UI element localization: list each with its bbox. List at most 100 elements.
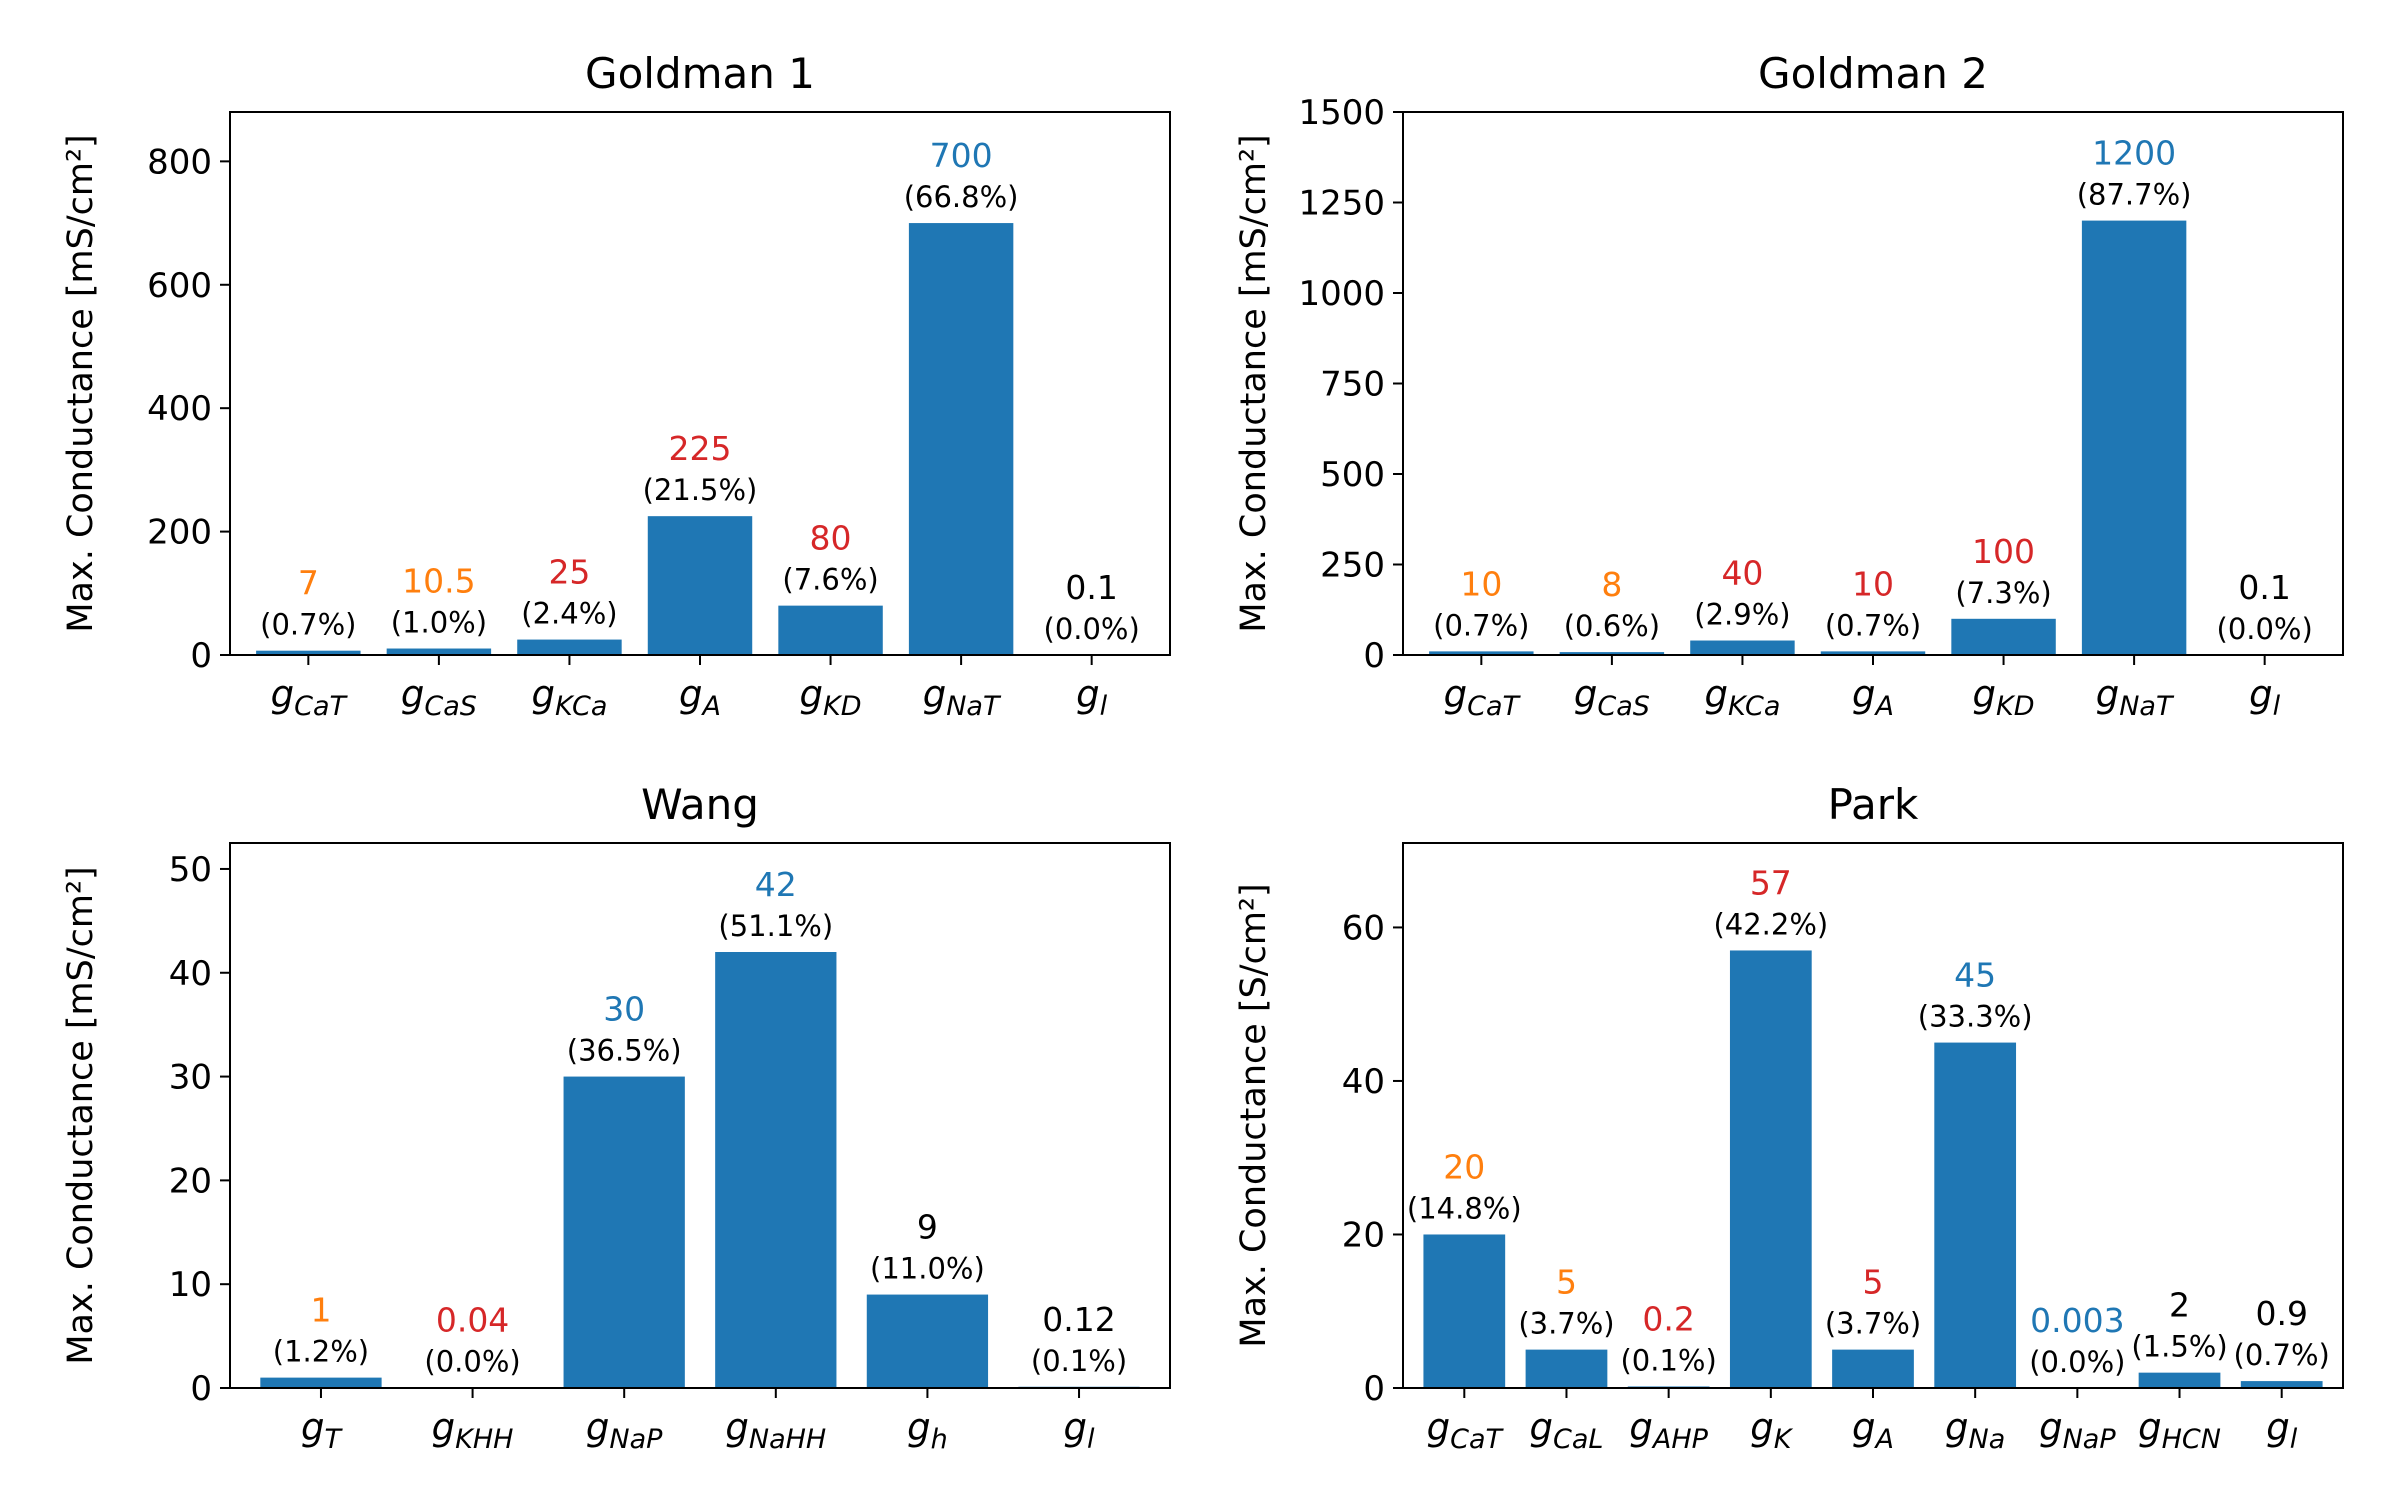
value-label: 10 bbox=[1460, 564, 1502, 603]
y-tick-label: 40 bbox=[1342, 1062, 1385, 1102]
bar bbox=[1820, 651, 1926, 655]
x-tick-subscript: KCa bbox=[555, 691, 607, 722]
bar bbox=[1951, 618, 2056, 655]
x-tick-label: gNaP bbox=[586, 1406, 663, 1455]
percent-label: (66.8%) bbox=[904, 180, 1019, 214]
x-tick-subscript: CaT bbox=[294, 691, 348, 722]
x-tick-subscript: CaL bbox=[1553, 1424, 1603, 1455]
percent-label: (2.9%) bbox=[1694, 598, 1790, 632]
y-tick-label: 600 bbox=[147, 266, 212, 306]
x-tick-label: gKD bbox=[800, 673, 862, 722]
x-tick-label: gCaT bbox=[1427, 1406, 1505, 1455]
x-tick-label: gNaT bbox=[2096, 673, 2175, 722]
x-tick-base: g bbox=[1530, 1406, 1554, 1449]
bar bbox=[715, 952, 837, 1388]
y-tick-label: 200 bbox=[147, 513, 212, 553]
x-tick-base: g bbox=[679, 673, 703, 716]
bar bbox=[647, 516, 753, 655]
x-tick-label: gKCa bbox=[1704, 673, 1780, 722]
bar bbox=[517, 639, 622, 655]
bar bbox=[1690, 640, 1795, 655]
bar bbox=[2081, 220, 2187, 655]
x-tick-label: gl bbox=[1064, 1406, 1096, 1455]
y-tick-label: 0 bbox=[1363, 1369, 1385, 1409]
percent-label: (14.8%) bbox=[1407, 1191, 1522, 1225]
x-tick-base: g bbox=[907, 1406, 931, 1449]
percent-label: (21.5%) bbox=[643, 473, 758, 507]
value-label: 5 bbox=[1863, 1263, 1884, 1302]
x-tick-base: g bbox=[301, 1406, 325, 1449]
x-tick-label: gNa bbox=[1945, 1406, 2005, 1455]
x-tick-base: g bbox=[1945, 1406, 1969, 1449]
percent-label: (0.6%) bbox=[1564, 609, 1660, 643]
y-tick-label: 20 bbox=[1342, 1215, 1385, 1255]
percent-label: (7.3%) bbox=[1955, 576, 2051, 610]
percent-label: (0.7%) bbox=[2234, 1338, 2330, 1372]
percent-label: (0.7%) bbox=[1825, 608, 1921, 642]
percent-label: (3.7%) bbox=[1518, 1307, 1614, 1341]
bar bbox=[1832, 1349, 1914, 1388]
percent-label: (7.6%) bbox=[782, 563, 878, 597]
y-axis-label: Max. Conductance [mS/cm²] bbox=[61, 134, 101, 632]
bar bbox=[260, 1377, 382, 1388]
percent-label: (0.7%) bbox=[1433, 608, 1529, 642]
value-label: 45 bbox=[1954, 956, 1996, 995]
percent-label: (36.5%) bbox=[567, 1034, 682, 1068]
bar bbox=[386, 648, 492, 655]
x-tick-subscript: KD bbox=[1996, 691, 2035, 722]
y-tick-label: 750 bbox=[1320, 365, 1385, 405]
value-label: 30 bbox=[603, 990, 645, 1029]
x-tick-subscript: l bbox=[1100, 691, 1108, 722]
x-tick-base: g bbox=[1973, 673, 1997, 716]
x-tick-base: g bbox=[1427, 1406, 1451, 1449]
percent-label: (11.0%) bbox=[870, 1252, 985, 1286]
chart-title: Goldman 1 bbox=[585, 49, 815, 98]
value-label: 25 bbox=[548, 553, 590, 592]
percent-label: (0.0%) bbox=[424, 1345, 520, 1379]
x-tick-base: g bbox=[1574, 673, 1598, 716]
x-tick-subscript: A bbox=[1874, 691, 1894, 722]
x-tick-subscript: l bbox=[2290, 1424, 2298, 1455]
y-tick-label: 1500 bbox=[1298, 93, 1385, 133]
value-label: 80 bbox=[810, 519, 852, 558]
x-tick-subscript: CaT bbox=[1450, 1424, 1504, 1455]
x-tick-subscript: KD bbox=[823, 691, 862, 722]
x-tick-label: gKD bbox=[1973, 673, 2035, 722]
y-tick-label: 500 bbox=[1320, 455, 1385, 495]
x-tick-subscript: T bbox=[324, 1424, 343, 1455]
y-tick-label: 800 bbox=[147, 142, 212, 182]
value-label: 7 bbox=[298, 564, 319, 603]
value-label: 700 bbox=[930, 136, 993, 175]
x-tick-label: gHCN bbox=[2138, 1406, 2221, 1455]
value-label: 0.1 bbox=[2238, 568, 2290, 607]
x-tick-base: g bbox=[1064, 1406, 1088, 1449]
axes-frame bbox=[229, 842, 1171, 1389]
x-tick-subscript: l bbox=[2273, 691, 2281, 722]
bar bbox=[1729, 950, 1812, 1388]
value-label: 42 bbox=[755, 865, 797, 904]
x-tick-base: g bbox=[1852, 673, 1876, 716]
x-tick-label: gA bbox=[679, 673, 721, 722]
x-tick-base: g bbox=[725, 1406, 749, 1449]
chart-title: Park bbox=[1828, 780, 1919, 829]
bar bbox=[1423, 1234, 1506, 1388]
x-tick-label: gl bbox=[2266, 1406, 2298, 1455]
y-tick-label: 250 bbox=[1320, 546, 1385, 586]
y-tick-label: 30 bbox=[169, 1058, 212, 1098]
bar bbox=[866, 1294, 989, 1388]
x-tick-label: gCaS bbox=[401, 673, 477, 722]
value-label: 9 bbox=[917, 1208, 938, 1247]
percent-label: (87.7%) bbox=[2077, 178, 2192, 212]
x-tick-subscript: CaS bbox=[424, 691, 477, 722]
percent-label: (0.0%) bbox=[1044, 612, 1140, 646]
x-tick-label: gAHP bbox=[1629, 1406, 1708, 1455]
percent-label: (51.1%) bbox=[718, 909, 833, 943]
x-tick-base: g bbox=[2266, 1406, 2290, 1449]
x-tick-label: gT bbox=[301, 1406, 344, 1455]
bar bbox=[563, 1076, 685, 1388]
x-tick-subscript: NaP bbox=[609, 1424, 663, 1455]
value-label: 1200 bbox=[2092, 134, 2176, 173]
x-tick-label: gK bbox=[1750, 1406, 1794, 1455]
x-tick-label: gl bbox=[1076, 673, 1108, 722]
y-axis-label: Max. Conductance [mS/cm²] bbox=[1234, 134, 1274, 632]
